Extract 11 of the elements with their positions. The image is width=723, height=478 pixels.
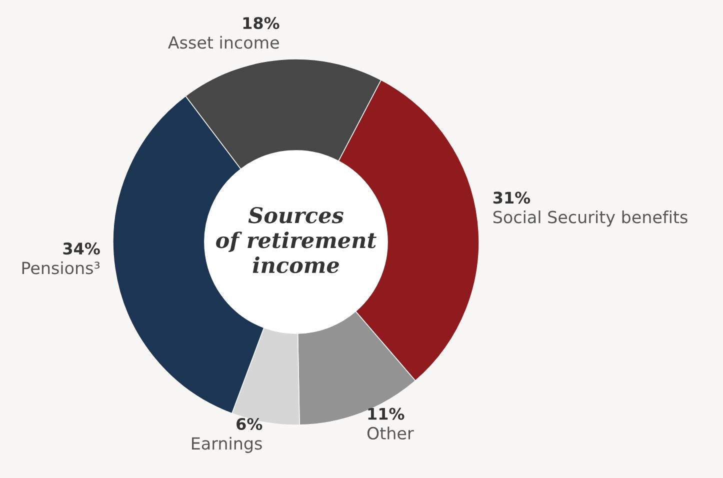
data-label: 18% (243, 17, 280, 30)
data-label: 6% (236, 418, 262, 430)
data-label: 11% (368, 408, 404, 420)
slice-label: Social Security benefits (493, 210, 688, 227)
slice-label: Pensions³ (22, 261, 100, 274)
slice-label: Asset income (168, 36, 279, 49)
data-label: 31% (493, 192, 530, 204)
slice-label: Other (367, 426, 414, 440)
text: Sources of retirement income (216, 207, 376, 274)
data-label: 34% (63, 242, 100, 255)
slice-label: Earnings (192, 436, 262, 453)
